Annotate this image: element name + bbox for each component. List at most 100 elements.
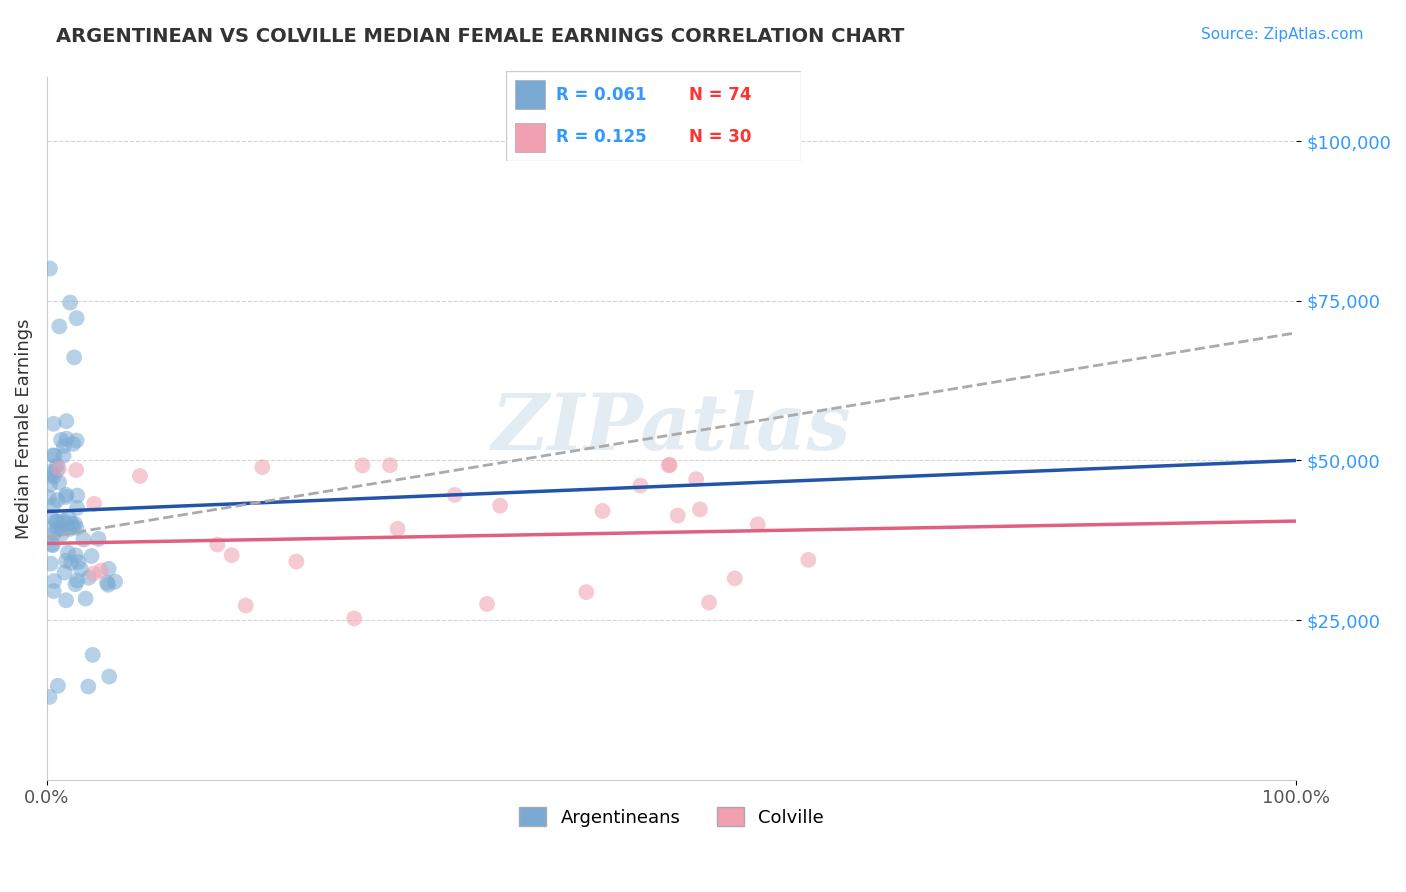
- Point: [44, 449, 66, 463]
- Point: [65, 463, 87, 477]
- Point: [592, 504, 614, 518]
- Text: ZIPatlas: ZIPatlas: [492, 391, 852, 467]
- Point: [387, 522, 409, 536]
- Point: [42, 584, 65, 599]
- Point: [56, 546, 79, 560]
- Point: [75, 591, 97, 606]
- Point: [97, 562, 120, 576]
- Point: [628, 478, 651, 492]
- Text: N = 30: N = 30: [689, 128, 752, 146]
- Point: [207, 538, 229, 552]
- Point: [55, 593, 77, 607]
- Point: [343, 611, 366, 625]
- Point: [49, 433, 72, 447]
- Point: [67, 555, 90, 569]
- Point: [55, 488, 77, 502]
- Point: [52, 439, 75, 453]
- Point: [72, 533, 94, 547]
- Point: [42, 417, 65, 431]
- Point: [658, 458, 681, 472]
- Point: [747, 517, 769, 532]
- Point: [48, 475, 70, 490]
- Point: [46, 515, 69, 529]
- Y-axis label: Median Female Earnings: Median Female Earnings: [15, 318, 32, 539]
- Point: [55, 432, 77, 446]
- Point: [685, 472, 707, 486]
- Point: [65, 577, 87, 591]
- Text: R = 0.125: R = 0.125: [557, 128, 647, 146]
- Point: [39, 509, 62, 524]
- FancyBboxPatch shape: [506, 71, 801, 161]
- Point: [66, 489, 89, 503]
- Point: [58, 522, 80, 536]
- Point: [77, 571, 100, 585]
- Point: [65, 521, 87, 535]
- Point: [378, 458, 401, 472]
- Point: [38, 690, 60, 704]
- Point: [42, 526, 65, 541]
- Legend: Argentineans, Colville: Argentineans, Colville: [512, 800, 831, 834]
- Point: [63, 516, 86, 531]
- Point: [70, 562, 93, 576]
- Point: [53, 566, 76, 580]
- Point: [443, 488, 465, 502]
- Point: [724, 571, 747, 585]
- Point: [45, 514, 67, 528]
- Point: [658, 458, 681, 473]
- Point: [55, 414, 77, 428]
- Point: [39, 477, 62, 491]
- Point: [129, 469, 152, 483]
- Point: [97, 578, 120, 592]
- Point: [59, 295, 82, 310]
- Point: [41, 537, 63, 551]
- Point: [235, 599, 257, 613]
- Point: [66, 500, 89, 515]
- Point: [797, 553, 820, 567]
- Text: N = 74: N = 74: [689, 86, 752, 103]
- Point: [666, 508, 689, 523]
- Point: [285, 555, 308, 569]
- Point: [66, 311, 89, 326]
- Point: [41, 467, 63, 481]
- Point: [65, 548, 87, 562]
- Point: [77, 680, 100, 694]
- Point: [48, 319, 70, 334]
- Point: [96, 575, 118, 590]
- Text: R = 0.061: R = 0.061: [557, 86, 647, 103]
- Point: [62, 437, 84, 451]
- Point: [65, 434, 87, 448]
- Point: [45, 463, 67, 477]
- Point: [46, 679, 69, 693]
- Point: [52, 449, 75, 463]
- Point: [252, 460, 274, 475]
- Point: [39, 557, 62, 571]
- Point: [38, 465, 60, 479]
- Point: [82, 648, 104, 662]
- Point: [221, 548, 243, 562]
- Point: [87, 532, 110, 546]
- Point: [58, 510, 80, 524]
- Point: [42, 574, 65, 588]
- Point: [52, 516, 75, 530]
- Point: [42, 538, 65, 552]
- Point: [352, 458, 374, 473]
- Point: [55, 554, 77, 568]
- Point: [66, 574, 89, 588]
- Point: [38, 522, 60, 536]
- Point: [42, 449, 65, 463]
- Point: [83, 566, 105, 581]
- Point: [80, 549, 103, 563]
- Point: [60, 556, 83, 570]
- Point: [697, 595, 720, 609]
- Point: [48, 461, 70, 475]
- Point: [63, 351, 86, 365]
- Point: [51, 522, 73, 536]
- Point: [575, 585, 598, 599]
- Point: [42, 469, 65, 483]
- Point: [38, 261, 60, 276]
- Point: [489, 499, 512, 513]
- Text: ARGENTINEAN VS COLVILLE MEDIAN FEMALE EARNINGS CORRELATION CHART: ARGENTINEAN VS COLVILLE MEDIAN FEMALE EA…: [56, 27, 904, 45]
- Point: [51, 526, 73, 541]
- Point: [83, 497, 105, 511]
- Point: [38, 491, 60, 505]
